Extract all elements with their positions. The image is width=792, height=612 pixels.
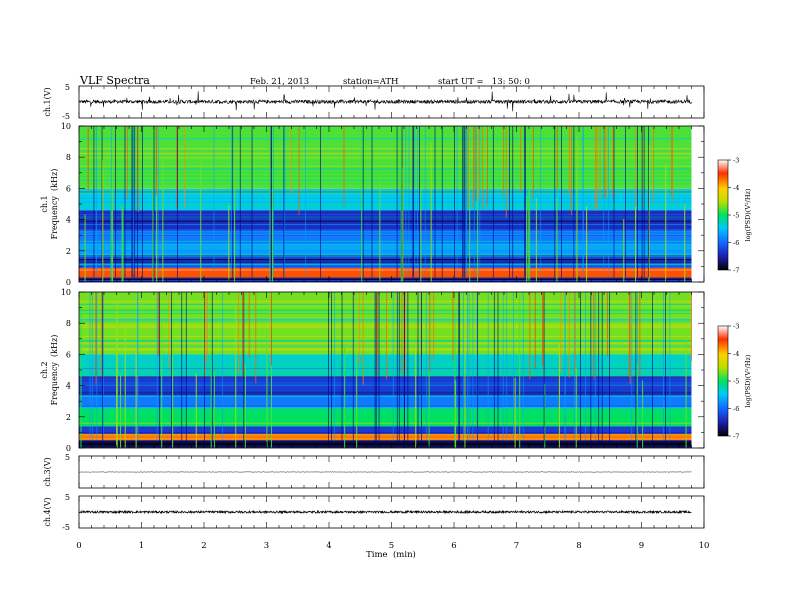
time-axis-tick-label: 9 bbox=[639, 541, 644, 551]
ch1-spectrogram-panel: 0 2 4 6 8 10 ch.1 Frequency (kHz) -3 -4 -5 -6 -7 … bbox=[40, 122, 752, 287]
ch1-waveform-xticks bbox=[78, 86, 705, 118]
spectrogram-band bbox=[79, 394, 692, 408]
spectrogram-band bbox=[79, 230, 692, 243]
ch2-spectrogram-lines bbox=[79, 301, 692, 448]
y-tick-label: 2 bbox=[66, 247, 71, 256]
ch2-colorbar-bar bbox=[717, 325, 729, 437]
ch4-ytick-bottom: -5 bbox=[62, 523, 70, 532]
spectrogram-band bbox=[79, 243, 692, 256]
ch1-spectrogram-xticks bbox=[78, 126, 705, 282]
ch4-waveform-xticks bbox=[78, 496, 705, 528]
ch2-spectrogram-ylabel-frequency: Frequency (kHz) bbox=[50, 335, 59, 406]
ch1-spectrogram-ylabel-frequency: Frequency (kHz) bbox=[50, 169, 59, 240]
ch2-spectrogram-ylabel-channel: ch.2 bbox=[40, 361, 49, 378]
ch1-waveform-ylabel: ch.1(V) bbox=[43, 87, 52, 116]
ch2-spectrogram-panel: 0 2 4 6 8 10 ch.2 Frequency (kHz) -3 -4 -5 -6 -7 … bbox=[40, 288, 752, 453]
spectrogram-band bbox=[79, 126, 692, 189]
ch3-waveform-xticks bbox=[78, 456, 705, 488]
ch2-spectrogram-streaks bbox=[80, 292, 692, 448]
time-axis-tick-labels: 0 1 2 3 4 5 6 7 8 9 10 bbox=[76, 541, 709, 551]
y-tick-label: 6 bbox=[66, 350, 71, 359]
y-tick-label: 0 bbox=[66, 444, 71, 453]
ch1-colorbar-ticks: -3 -4 -5 -6 -7 bbox=[728, 157, 739, 275]
colorbar-tick-label: -3 bbox=[733, 323, 739, 331]
ch1-ytick-top: 5 bbox=[65, 83, 70, 92]
ch2-spectrogram-xticks bbox=[78, 292, 705, 448]
y-tick-label: 4 bbox=[66, 216, 71, 225]
colorbar-tick-label: -4 bbox=[733, 350, 739, 358]
spectrogram-band bbox=[79, 210, 692, 231]
y-tick-label: 2 bbox=[66, 413, 71, 422]
ch1-spectrogram-yticks: 0 2 4 6 8 10 bbox=[61, 122, 704, 287]
time-axis-tick-label: 1 bbox=[139, 541, 144, 551]
colorbar-tick-label: -7 bbox=[733, 433, 739, 441]
time-axis-tick-label: 8 bbox=[576, 541, 581, 551]
time-axis-label: Time (min) bbox=[366, 549, 416, 560]
ch2-colorbar: -3 -4 -5 -6 -7 log(PSD)(V²/Hz) bbox=[717, 323, 752, 441]
ch4-waveform-ylabel: ch.4(V) bbox=[43, 497, 52, 526]
spectrogram-band bbox=[79, 354, 692, 377]
spectrogram-band bbox=[79, 426, 692, 434]
time-axis-tick-label: 4 bbox=[326, 541, 331, 551]
y-tick-label: 10 bbox=[61, 288, 71, 297]
time-axis-tick-label: 10 bbox=[699, 541, 710, 551]
colorbar-tick-label: -6 bbox=[733, 239, 739, 247]
y-tick-label: 8 bbox=[66, 153, 71, 162]
colorbar-tick-label: -7 bbox=[733, 267, 739, 275]
ch1-colorbar-label: log(PSD)(V²/Hz) bbox=[744, 188, 752, 241]
ch1-colorbar: -3 -4 -5 -6 -7 log(PSD)(V²/Hz) bbox=[717, 157, 752, 275]
colorbar-tick-label: -3 bbox=[733, 157, 739, 165]
ch1-waveform-line bbox=[78, 91, 692, 112]
ch1-waveform-panel: 5 -5 ch.1(V) bbox=[43, 83, 705, 121]
spectrogram-band bbox=[79, 267, 692, 278]
ch4-waveform-panel: 5 -5 ch.4(V) bbox=[43, 493, 705, 532]
ch1-spectrogram-ylabel-channel: ch.1 bbox=[40, 195, 49, 212]
y-tick-label: 8 bbox=[66, 319, 71, 328]
colorbar-tick-label: -6 bbox=[733, 405, 739, 413]
y-tick-label: 6 bbox=[66, 184, 71, 193]
colorbar-tick-label: -5 bbox=[733, 378, 739, 386]
spectrogram-band bbox=[79, 292, 692, 355]
colorbar-tick-label: -4 bbox=[733, 184, 739, 192]
y-tick-label: 10 bbox=[61, 122, 71, 131]
ch1-spectrogram-lines bbox=[79, 137, 692, 282]
time-axis-tick-label: 5 bbox=[389, 541, 394, 551]
time-axis-tick-label: 2 bbox=[201, 541, 206, 551]
station-label: station=ATH bbox=[343, 77, 398, 87]
ch3-waveform-ylabel: ch.3(V) bbox=[43, 457, 52, 486]
ch2-colorbar-label: log(PSD)(V²/Hz) bbox=[744, 354, 752, 407]
spectrogram-band bbox=[79, 407, 692, 427]
ch4-ytick-top: 5 bbox=[65, 493, 70, 502]
y-tick-label: 0 bbox=[66, 278, 71, 287]
ch4-waveform-line bbox=[78, 509, 692, 515]
time-axis-tick-label: 0 bbox=[76, 541, 81, 551]
y-tick-label: 4 bbox=[66, 382, 71, 391]
ch3-ytick-top: 5 bbox=[65, 453, 70, 462]
time-axis-tick-label: 7 bbox=[514, 541, 519, 551]
figure-title: VLF Spectra bbox=[79, 74, 150, 87]
colorbar-tick-label: -5 bbox=[733, 212, 739, 220]
time-axis-tick-label: 3 bbox=[264, 541, 269, 551]
start-ut-label: start UT = 13: 50: 0 bbox=[438, 77, 530, 87]
ch1-colorbar-bar bbox=[717, 159, 729, 271]
ch3-waveform-panel: 5 ch.3(V) bbox=[43, 453, 705, 489]
ch1-ytick-bottom: -5 bbox=[62, 112, 70, 121]
ch2-colorbar-ticks: -3 -4 -5 -6 -7 bbox=[728, 323, 739, 441]
ch1-spectrogram-streaks bbox=[84, 126, 686, 282]
ch3-waveform-line bbox=[78, 471, 692, 473]
ch2-spectrogram-yticks: 0 2 4 6 8 10 bbox=[61, 288, 704, 453]
time-axis-tick-label: 6 bbox=[451, 541, 456, 551]
spectrogram-band bbox=[79, 263, 692, 268]
figure-header: VLF Spectra Feb. 21, 2013 station=ATH st… bbox=[79, 74, 530, 87]
date-label: Feb. 21, 2013 bbox=[250, 77, 309, 87]
